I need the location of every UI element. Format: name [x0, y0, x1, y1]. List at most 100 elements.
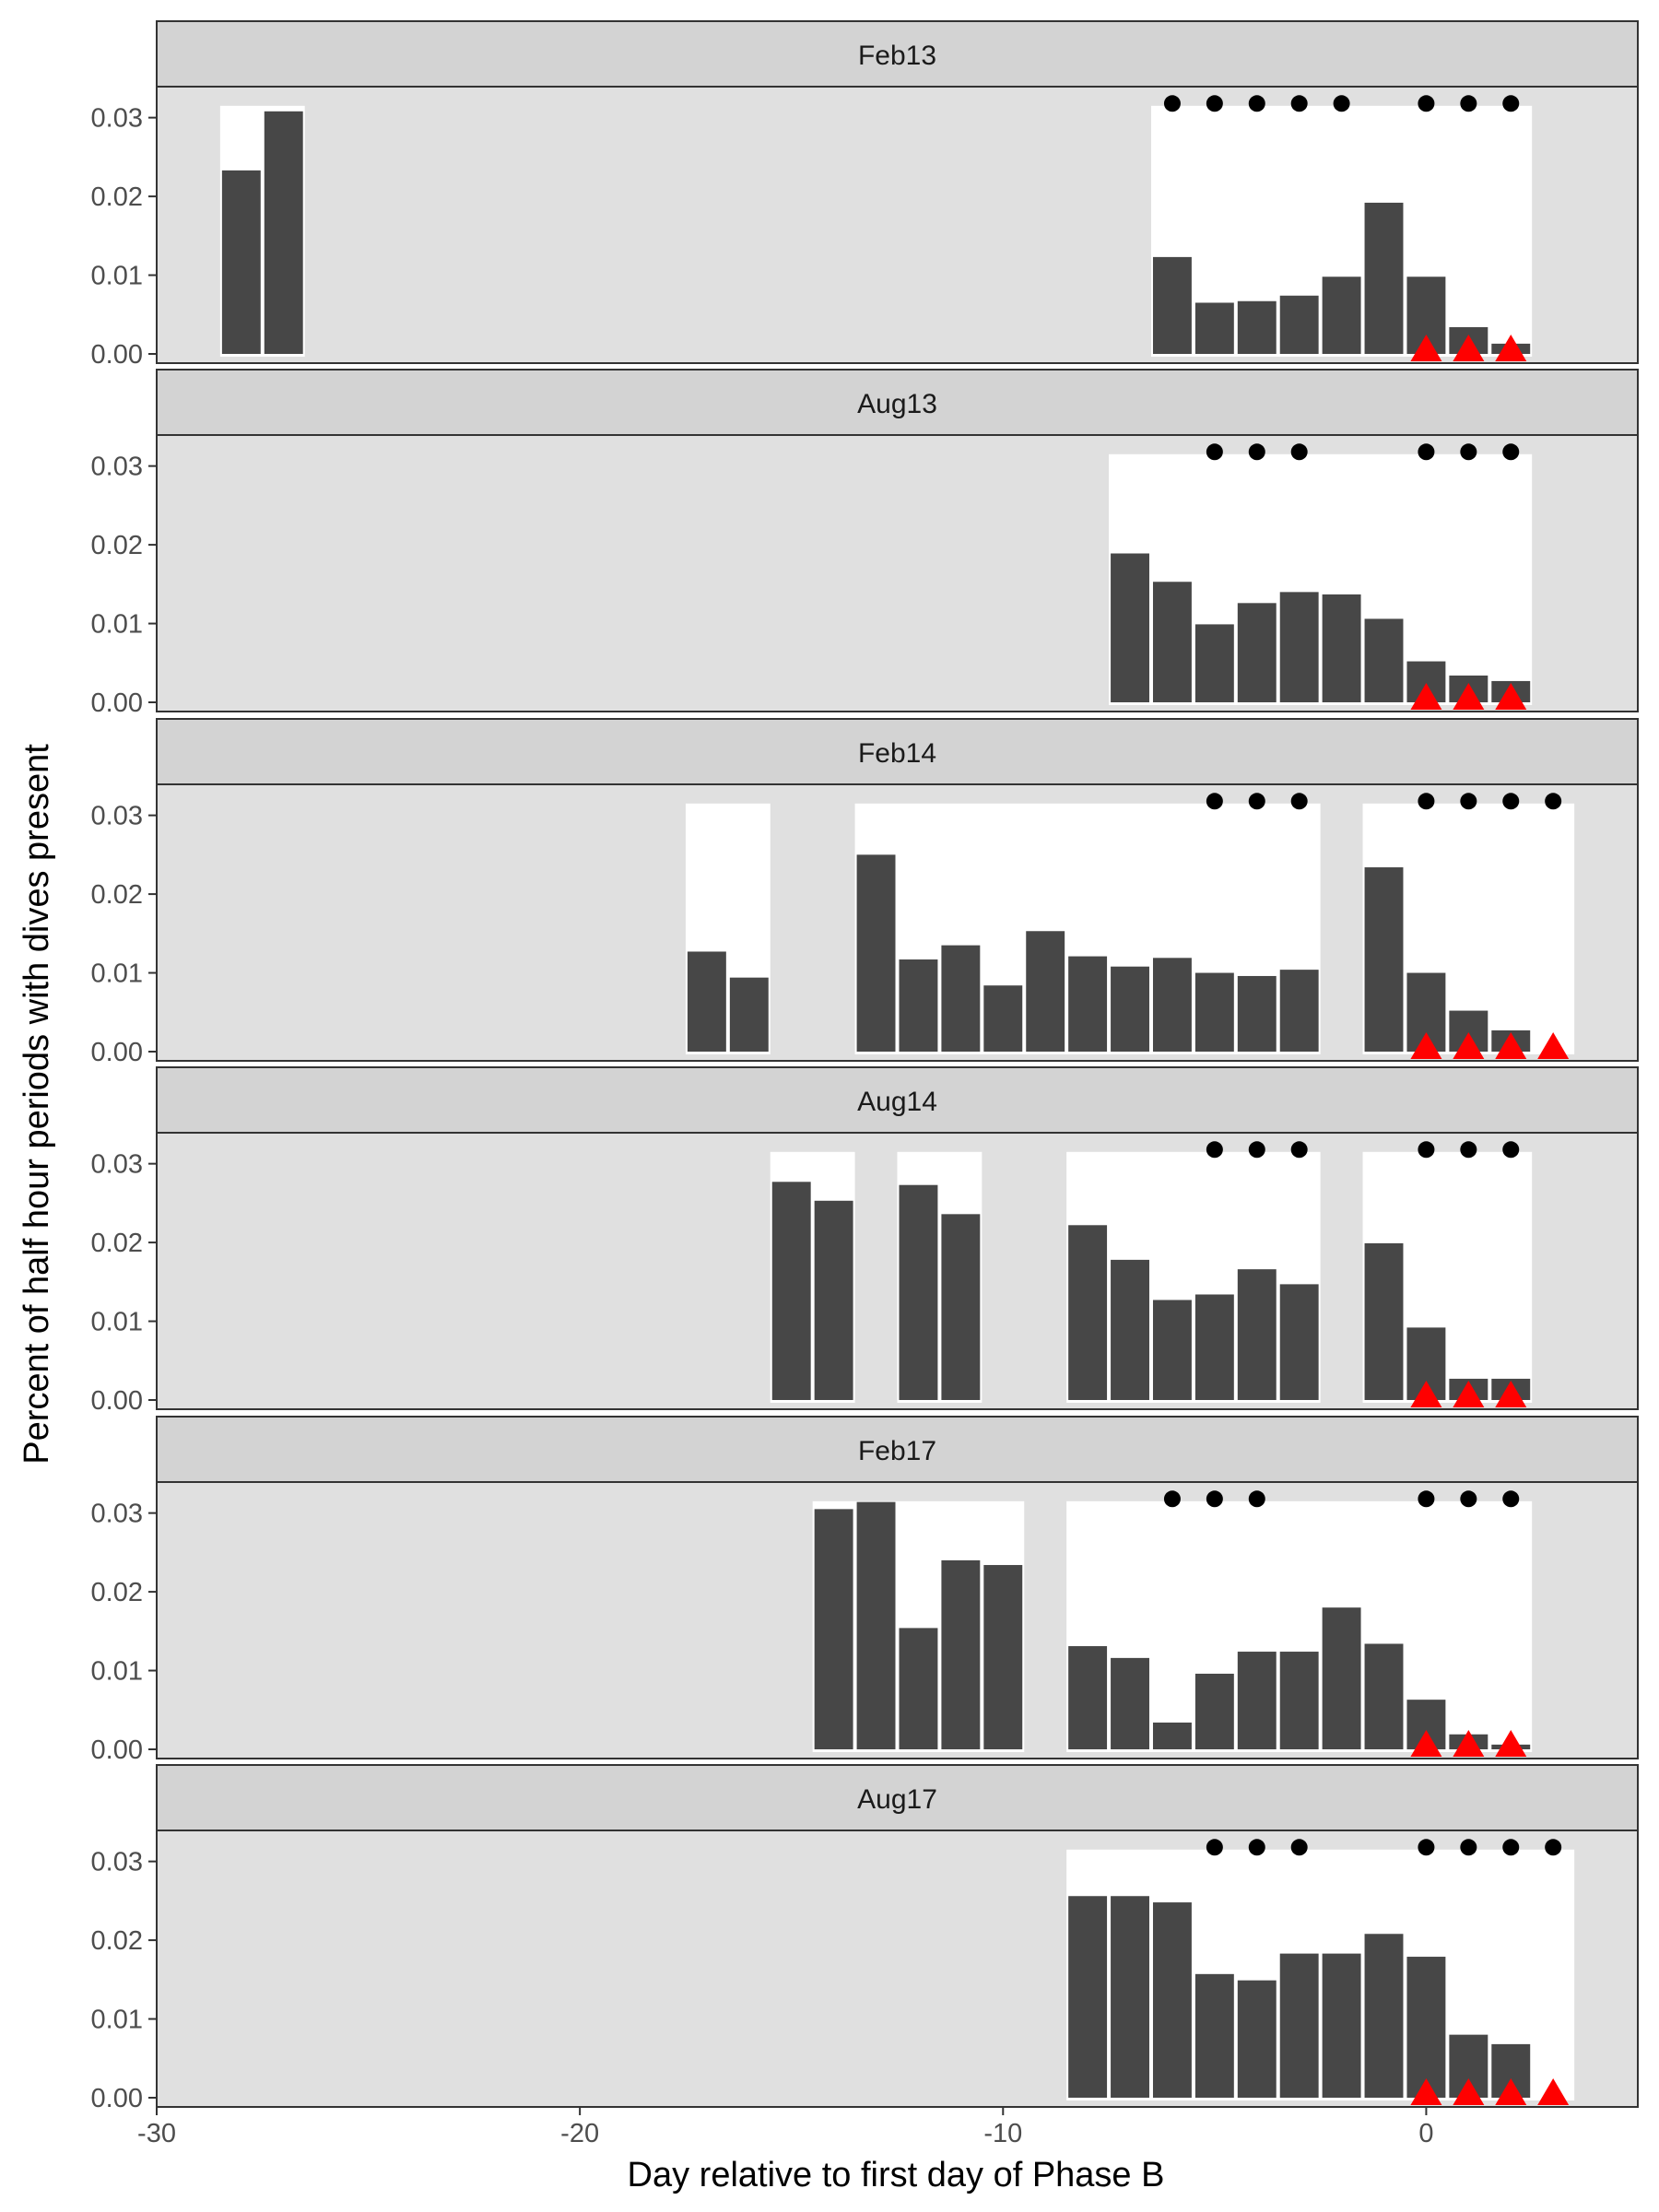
facet-strip	[156, 718, 1639, 785]
circle-marker	[1418, 1141, 1435, 1159]
bar	[1322, 1953, 1361, 2098]
bar	[899, 959, 938, 1052]
circle-marker	[1248, 793, 1265, 810]
bar	[1194, 302, 1234, 354]
bar	[814, 1200, 853, 1400]
bar	[1364, 1643, 1404, 1749]
y-tick-label: 0.01	[91, 1308, 143, 1337]
triangle-marker	[1495, 683, 1527, 710]
triangle-marker	[1453, 2078, 1485, 2105]
circle-marker	[1418, 1839, 1435, 1856]
triangle-marker	[1410, 2078, 1442, 2105]
triangle-marker	[1410, 335, 1442, 361]
y-tick-label: 0.02	[91, 1578, 143, 1607]
bar	[1237, 1980, 1277, 2098]
bar	[941, 1214, 981, 1400]
triangle-marker	[1495, 1032, 1527, 1059]
bar	[1279, 295, 1319, 354]
bar	[1068, 1896, 1108, 2098]
circle-marker	[1206, 1141, 1223, 1159]
circle-marker	[1418, 793, 1435, 810]
y-tick-label: 0.00	[91, 340, 143, 370]
bar	[856, 854, 896, 1052]
panel-feb17: Feb17 0.00 0.01 0.02 0.03	[91, 1416, 1639, 1765]
triangle-marker	[1453, 1730, 1485, 1757]
y-tick-label: 0.03	[91, 802, 143, 831]
y-tick-label: 0.03	[91, 1500, 143, 1529]
panel-aug13: Aug13 0.00 0.01 0.02 0.03	[91, 369, 1639, 718]
circle-marker	[1163, 1490, 1181, 1508]
circle-marker	[1502, 1839, 1520, 1856]
y-tick-label: 0.01	[91, 1657, 143, 1687]
circle-marker	[1248, 443, 1265, 461]
bar	[1194, 1294, 1234, 1400]
triangle-marker	[1453, 1032, 1485, 1059]
bar	[1111, 1657, 1149, 1749]
circle-marker	[1460, 95, 1477, 112]
bar	[1237, 1652, 1277, 1749]
panel-border	[156, 1132, 1639, 1410]
bar	[1026, 931, 1065, 1052]
circle-marker	[1502, 793, 1520, 810]
bar	[1279, 1652, 1319, 1749]
y-tick-label: 0.02	[91, 531, 143, 560]
circle-marker	[1290, 443, 1308, 461]
circle-marker	[1333, 95, 1350, 112]
circle-marker	[1248, 1839, 1265, 1856]
bar	[941, 945, 981, 1052]
bar	[687, 951, 726, 1052]
circle-marker	[1248, 1490, 1265, 1508]
y-tick-label: 0.02	[91, 182, 143, 212]
y-tick-label: 0.02	[91, 1926, 143, 1956]
facet-strip	[156, 20, 1639, 88]
panel-aug14: Aug14 0.00 0.01 0.02 0.03	[91, 1066, 1639, 1416]
bar	[1111, 1896, 1149, 2098]
bar	[1322, 594, 1361, 702]
panel-border	[156, 783, 1639, 1062]
bar	[1279, 592, 1319, 702]
circle-marker	[1418, 1490, 1435, 1508]
bar	[1364, 1934, 1404, 2098]
bar	[1152, 582, 1192, 702]
panel-border	[156, 1481, 1639, 1759]
bar	[941, 1559, 981, 1749]
bar	[1406, 1957, 1446, 2098]
triangle-marker	[1537, 1032, 1570, 1059]
bar	[1068, 956, 1108, 1052]
triangle-marker	[1537, 2078, 1570, 2105]
y-tick-label: 0.01	[91, 2006, 143, 2035]
facet-strip	[156, 369, 1639, 436]
bar	[899, 1184, 938, 1400]
circle-marker	[1460, 443, 1477, 461]
x-tick-label: 0	[1418, 2119, 1433, 2148]
circle-marker	[1248, 1141, 1265, 1159]
bar	[1194, 1973, 1234, 2098]
circle-marker	[1206, 793, 1223, 810]
circle-marker	[1545, 1839, 1562, 1856]
bar	[1194, 972, 1234, 1052]
bar	[1364, 202, 1404, 354]
panel-aug17: Aug17 0.00 0.01 0.02 0.03	[91, 1764, 1639, 2113]
facet-strip-label: Feb13	[858, 41, 936, 71]
bar	[856, 1501, 896, 1749]
bar	[1364, 1242, 1404, 1400]
bar	[1279, 970, 1319, 1052]
triangle-marker	[1453, 335, 1485, 361]
circle-marker	[1460, 793, 1477, 810]
panel-feb13: Feb13 0.00 0.01 0.02 0.03	[91, 20, 1639, 370]
y-tick-label: 0.01	[91, 262, 143, 291]
circle-marker	[1460, 1141, 1477, 1159]
data-window	[1066, 1151, 1321, 1403]
x-tick-label: -20	[560, 2119, 599, 2148]
y-tick-label: 0.00	[91, 2084, 143, 2113]
circle-marker	[1206, 1490, 1223, 1508]
facet-strip-label: Aug17	[857, 1784, 937, 1815]
circle-marker	[1206, 95, 1223, 112]
y-tick-label: 0.01	[91, 959, 143, 989]
y-tick-label: 0.00	[91, 1735, 143, 1765]
x-axis: -30 -20 -10 0	[137, 2107, 1433, 2148]
triangle-marker	[1453, 1381, 1485, 1407]
y-tick-label: 0.01	[91, 610, 143, 640]
panel-feb14: Feb14 0.00 0.01 0.02 0.03	[91, 718, 1639, 1067]
triangle-marker	[1410, 683, 1442, 710]
